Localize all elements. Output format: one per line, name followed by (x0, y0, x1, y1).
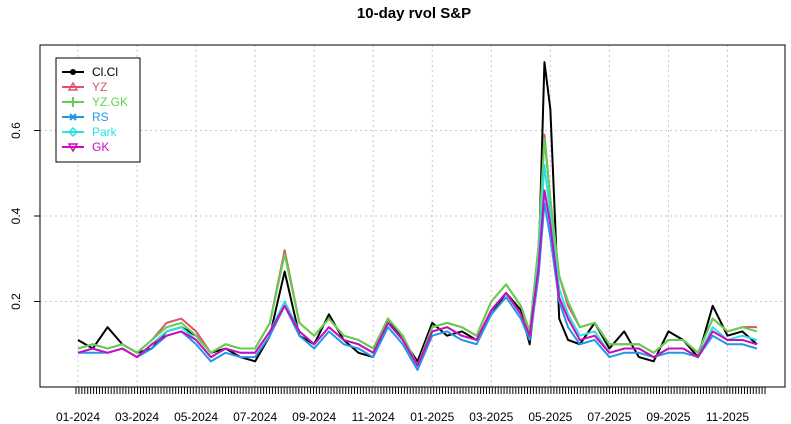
chart-title: 10-day rvol S&P (357, 5, 471, 22)
legend-label: Cl.Cl (92, 65, 118, 79)
series-group (77, 61, 758, 371)
series-line-yz-gk (77, 138, 758, 367)
legend-entry-rs: RS (62, 110, 109, 124)
x-tick-label: 01-2025 (410, 410, 454, 424)
x-tick-label: 11-2025 (706, 410, 749, 424)
axes: 0.2 0.4 0.6 01-2024 03-2024 05-2024 07-2024 09-… (9, 44, 786, 424)
series-line-rs (78, 202, 758, 371)
legend-entry-yz: YZ (62, 80, 107, 94)
x-tick-label: 03-2025 (469, 410, 513, 424)
series-line-park (77, 163, 758, 367)
y-tick-label: 0.6 (9, 122, 23, 139)
legend-label: RS (92, 110, 109, 124)
legend-marker (69, 97, 77, 107)
series-line-gk (77, 189, 758, 367)
legend-marker (67, 81, 79, 91)
legend-label: YZ.GK (92, 95, 128, 109)
x-tick-label: 07-2024 (233, 410, 277, 424)
x-tick-label: 07-2025 (587, 410, 631, 424)
x-tick-label: 05-2025 (528, 410, 572, 424)
grid (40, 45, 785, 387)
x-tick-label: 09-2025 (646, 410, 690, 424)
x-tick-label: 11-2024 (352, 410, 395, 424)
y-tick-label: 0.2 (9, 293, 23, 310)
legend-entry-cl-cl: Cl.Cl (62, 65, 118, 79)
x-tick-label: 01-2024 (56, 410, 100, 424)
x-tick-label: 03-2024 (115, 410, 159, 424)
legend-label: Park (92, 125, 118, 139)
legend-entry-gk: GK (62, 140, 109, 154)
legend-label: YZ (92, 80, 107, 94)
legend-marker (67, 143, 79, 153)
legend-entry-park: Park (62, 125, 118, 139)
legend-entry-yz-gk: YZ.GK (62, 95, 128, 109)
legend-label: GK (92, 140, 109, 154)
x-tick-label: 09-2024 (292, 410, 336, 424)
legend-marker (69, 113, 77, 121)
x-tick-label: 05-2024 (174, 410, 218, 424)
legend-marker (70, 69, 76, 75)
legend-marker (67, 126, 79, 138)
y-tick-label: 0.4 (9, 207, 23, 224)
series-line-cl-cl (77, 61, 758, 363)
